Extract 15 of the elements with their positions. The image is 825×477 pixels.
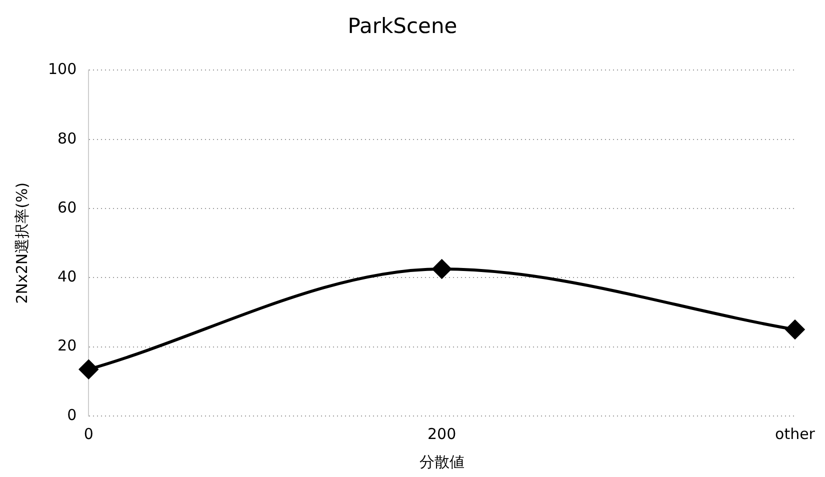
- y-tick-label: 20: [58, 336, 77, 355]
- x-tick-label: 0: [84, 424, 94, 443]
- y-tick-label: 100: [48, 60, 77, 78]
- y-tick-label: 80: [58, 129, 77, 148]
- y-tick-label: 60: [58, 198, 77, 216]
- x-axis-title: 分散値: [419, 452, 464, 471]
- y-axis-title: 2Nx2N選択率(%): [12, 182, 31, 304]
- x-tick-label: other: [775, 424, 816, 443]
- point: [786, 320, 804, 340]
- point: [79, 360, 98, 379]
- y-tick-label: 40: [58, 268, 77, 286]
- chart-title: ParkScene: [348, 14, 458, 38]
- y-tick-label: 0: [67, 406, 77, 424]
- x-tick-label: 200: [427, 424, 456, 443]
- point: [432, 260, 452, 279]
